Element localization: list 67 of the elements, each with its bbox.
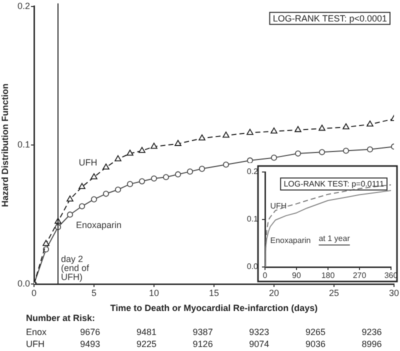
y-tick-label: 0.0 (17, 278, 30, 288)
y-tick-label: 0.1 (17, 140, 30, 150)
point (66, 195, 74, 202)
x-tick-label: 270 (352, 271, 367, 280)
point (114, 155, 122, 162)
x-tick-label: 30 (388, 288, 399, 298)
point (318, 124, 326, 131)
point (102, 190, 110, 197)
x-tick-label: 0 (31, 288, 37, 298)
point (42, 240, 50, 246)
y-tick-label: 0.0 (246, 262, 259, 272)
point (294, 126, 302, 132)
series-label: UFH (78, 158, 98, 168)
point (246, 128, 254, 135)
point (270, 154, 278, 161)
point (174, 171, 182, 178)
x-tick-label: 90 (292, 271, 302, 280)
point (318, 149, 326, 156)
x-axis-title: Time to Death or Myocardial Re-infarction (days) (110, 303, 318, 314)
x-tick-label: 10 (148, 288, 160, 298)
point (90, 196, 98, 202)
text: Number at Risk: (25, 312, 96, 324)
x-tick-label: 180 (321, 271, 336, 280)
point (366, 146, 374, 152)
point (366, 120, 374, 127)
point (162, 174, 170, 180)
point (90, 173, 98, 180)
point (102, 164, 110, 170)
x-tick-label: 5 (91, 288, 97, 298)
point (246, 157, 254, 164)
x-tick-label: 25 (328, 288, 340, 298)
point (126, 150, 134, 156)
point (150, 142, 158, 149)
annotation: LOG-RANK TEST: p<0.0001 (272, 13, 387, 24)
point (198, 166, 206, 172)
text: Enox 9676 9481 9387 9323 9265 9236 (26, 327, 382, 337)
y-tick-label: 0.2 (246, 167, 259, 176)
series-label: Enoxaparin (270, 236, 311, 246)
point (222, 132, 230, 138)
ref-line-label: day 2 (end of UFH) (61, 254, 90, 282)
series-label: UFH (270, 201, 287, 210)
x-tick-label: 0 (262, 271, 268, 280)
point (270, 127, 278, 134)
point (114, 186, 122, 193)
point (150, 175, 158, 182)
point (186, 168, 194, 175)
series-label: Enoxaparin (76, 220, 122, 230)
text: UFH 9493 9225 9126 9074 9036 8996 (26, 339, 382, 349)
point (138, 146, 146, 153)
annotation: LOG-RANK TEST: p=0.0111 (284, 180, 385, 189)
point (78, 182, 86, 189)
point (78, 203, 86, 210)
point (126, 181, 134, 188)
point (66, 212, 74, 218)
point (174, 140, 182, 146)
x-tick-label: 15 (208, 288, 220, 298)
x-tick-label: 20 (268, 288, 280, 298)
y-axis-title: Hazard Distribution Function (0, 83, 10, 207)
point (198, 134, 206, 140)
point (342, 123, 350, 130)
annotation: at 1 year (318, 234, 350, 244)
point (222, 162, 230, 168)
point (138, 178, 146, 184)
point (294, 150, 302, 157)
point (342, 148, 350, 154)
y-tick-label: 0.2 (17, 0, 30, 11)
y-tick-label: 0.1 (246, 214, 259, 224)
